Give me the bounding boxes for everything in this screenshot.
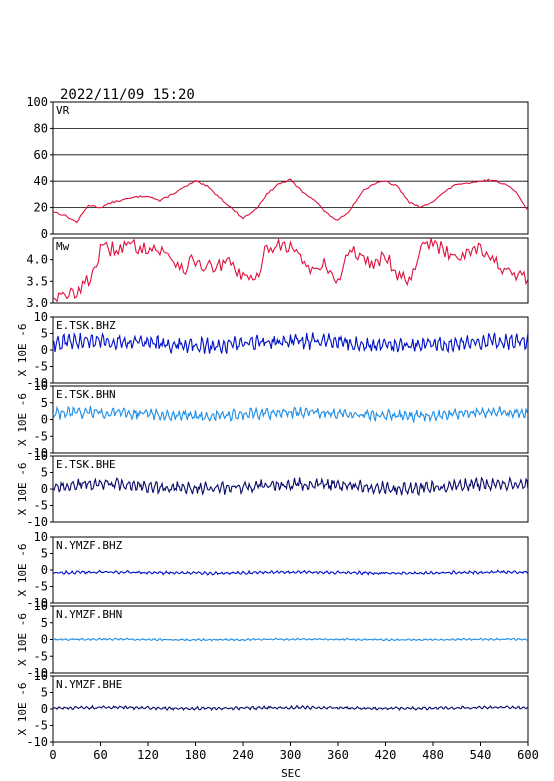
x-tick-label: 360	[327, 748, 349, 762]
y-tick-label: 5	[41, 466, 48, 480]
y-axis-label: X 10E -6	[16, 324, 29, 377]
series-line	[52, 704, 529, 712]
x-tick-label: 240	[232, 748, 254, 762]
y-tick-label: -10	[26, 376, 48, 390]
y-tick-label: 0	[41, 633, 48, 647]
y-tick-label: 20	[34, 201, 48, 215]
panel-frame	[52, 675, 529, 743]
x-tick-label: 540	[470, 748, 492, 762]
y-tick-label: -5	[34, 499, 48, 513]
y-tick-label: 0	[41, 413, 48, 427]
series-line	[52, 237, 529, 303]
series-label: E.TSK.BHE	[56, 458, 116, 471]
y-tick-label: -5	[34, 360, 48, 374]
series-line	[52, 178, 529, 224]
y-tick-label: 60	[34, 148, 48, 162]
panel-e-tsk-bhz: -10 -5 0 5 10 E.TSK.BHZ X 10E -6	[16, 310, 529, 390]
y-tick-label: 3.5	[26, 274, 48, 288]
y-tick-label: -10	[26, 735, 48, 749]
y-tick-label: -10	[26, 515, 48, 529]
x-tick-label: 120	[137, 748, 159, 762]
x-tick-label: 180	[185, 748, 207, 762]
y-tick-label: -5	[34, 649, 48, 663]
y-tick-label: 10	[34, 530, 48, 544]
panel-n-ymzf-bhz: -10 -5 0 5 10 N.YMZF.BHZ X 10E -6	[16, 530, 529, 610]
y-axis-label: X 10E -6	[16, 613, 29, 666]
y-tick-label: 3.0	[26, 296, 48, 310]
y-tick-label: -5	[34, 719, 48, 733]
series-line	[52, 475, 529, 497]
y-tick-label: 40	[34, 174, 48, 188]
y-tick-label: -5	[34, 580, 48, 594]
y-tick-label: -5	[34, 429, 48, 443]
y-tick-label: 5	[41, 396, 48, 410]
panel-frame	[52, 536, 529, 604]
panels: 020406080100VR3.03.54.0Mw-10-50510E.TSK.…	[16, 95, 529, 749]
series-label: N.YMZF.BHN	[56, 608, 122, 621]
y-axis-label: X 10E -6	[16, 544, 29, 597]
panel-frame	[52, 237, 529, 304]
panel-n-ymzf-bhe: -10 -5 0 5 10 N.YMZF.BHE X 10E -6	[16, 669, 529, 749]
y-tick-label: -10	[26, 666, 48, 680]
series-line	[52, 637, 529, 642]
y-tick-label: 0	[41, 482, 48, 496]
y-tick-label: 80	[34, 121, 48, 135]
y-tick-label: 4.0	[26, 253, 48, 267]
panel-e-tsk-bhn: -10 -5 0 5 10 E.TSK.BHN X 10E -6	[16, 379, 529, 460]
series-line	[52, 331, 529, 354]
panel-frame	[52, 385, 529, 454]
y-tick-label: -10	[26, 596, 48, 610]
series-label: E.TSK.BHN	[56, 388, 116, 401]
y-tick-label: 0	[41, 563, 48, 577]
y-tick-label: 0	[41, 702, 48, 716]
series-line	[52, 569, 529, 576]
series-label: VR	[56, 104, 70, 117]
panel-vr: 0 20 40 60 80 100 VR	[26, 95, 529, 241]
x-axis-label: SEC	[281, 767, 301, 780]
y-tick-label: 5	[41, 686, 48, 700]
y-tick-label: 10	[34, 669, 48, 683]
series-label: Mw	[56, 240, 70, 253]
panel-mw: 3.0 3.5 4.0 Mw	[26, 237, 529, 310]
x-tick-label: 0	[49, 748, 56, 762]
x-axis: 0 60 120 180 240 300 360 420 480 540 600	[49, 742, 539, 762]
series-label: N.YMZF.BHZ	[56, 539, 123, 552]
x-tick-label: 420	[375, 748, 397, 762]
series-label: N.YMZF.BHE	[56, 678, 122, 691]
x-tick-label: 480	[422, 748, 444, 762]
series-label: E.TSK.BHZ	[56, 319, 116, 332]
y-tick-label: 5	[41, 547, 48, 561]
y-tick-label: 100	[26, 95, 48, 109]
panel-frame	[52, 101, 529, 235]
y-tick-label: 10	[34, 379, 48, 393]
x-tick-label: 300	[280, 748, 302, 762]
panel-e-tsk-bhe: -10 -5 0 5 10 E.TSK.BHE X 10E -6	[16, 449, 529, 529]
y-tick-label: 10	[34, 310, 48, 324]
y-tick-label: -10	[26, 446, 48, 460]
y-tick-label: 0	[41, 227, 48, 241]
panel-n-ymzf-bhn: -10 -5 0 5 10 N.YMZF.BHN X 10E -6	[16, 599, 529, 680]
y-tick-label: 10	[34, 449, 48, 463]
y-tick-label: 10	[34, 599, 48, 613]
y-axis-label: X 10E -6	[16, 683, 29, 736]
timestamp: 2022/11/09 15:20	[60, 87, 195, 103]
y-tick-label: 5	[41, 616, 48, 630]
panel-frame	[52, 316, 529, 384]
y-axis-label: X 10E -6	[16, 463, 29, 516]
x-tick-label: 60	[93, 748, 107, 762]
x-tick-label: 600	[517, 748, 539, 762]
y-tick-label: 0	[41, 343, 48, 357]
series-line	[52, 405, 529, 424]
y-tick-label: 5	[41, 327, 48, 341]
y-axis-label: X 10E -6	[16, 393, 29, 446]
